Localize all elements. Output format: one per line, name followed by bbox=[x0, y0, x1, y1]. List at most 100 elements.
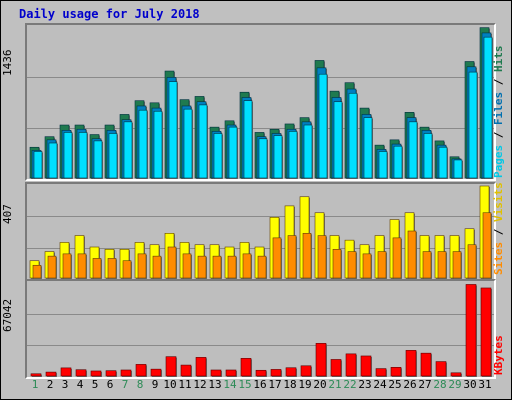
bar-pages-day-18 bbox=[288, 131, 298, 179]
legend-kbytes-label: KBytes bbox=[492, 335, 505, 375]
bar-kbytes-day-31 bbox=[480, 287, 492, 377]
bar-kbytes-day-28 bbox=[435, 361, 447, 377]
bar-sites-day-7 bbox=[122, 260, 132, 279]
legend-pages: Pages bbox=[492, 144, 505, 178]
bar-sites-day-13 bbox=[212, 255, 222, 279]
bar-pages-day-31 bbox=[483, 36, 493, 179]
x-tick-day-4: 4 bbox=[76, 378, 84, 391]
bar-pages-day-21 bbox=[333, 101, 343, 179]
hits-files-pages-plot bbox=[27, 27, 494, 179]
bar-kbytes-day-5 bbox=[90, 370, 102, 377]
bar-pages-day-14 bbox=[228, 126, 238, 179]
bar-pages-day-13 bbox=[213, 133, 223, 179]
x-tick-day-12: 12 bbox=[193, 378, 207, 391]
bar-kbytes-day-21 bbox=[330, 359, 342, 377]
bar-pages-day-27 bbox=[423, 133, 433, 179]
hits-files-pages-panel bbox=[25, 23, 496, 181]
bar-sites-day-15 bbox=[242, 253, 252, 279]
x-tick-day-30: 30 bbox=[463, 378, 477, 391]
bar-pages-day-23 bbox=[363, 117, 373, 179]
x-tick-day-1: 1 bbox=[31, 378, 39, 391]
bar-sites-day-23 bbox=[362, 253, 372, 279]
bar-sites-day-18 bbox=[287, 235, 297, 279]
bar-kbytes-day-24 bbox=[375, 368, 387, 377]
bar-sites-day-3 bbox=[62, 253, 72, 279]
bar-kbytes-day-23 bbox=[360, 355, 372, 377]
bar-sites-day-14 bbox=[227, 255, 237, 279]
x-tick-day-18: 18 bbox=[283, 378, 297, 391]
bar-pages-day-2 bbox=[48, 142, 58, 179]
bar-kbytes-day-1 bbox=[30, 373, 42, 377]
chart-title: Daily usage for July 2018 bbox=[19, 7, 200, 21]
bar-kbytes-day-9 bbox=[150, 368, 162, 377]
ymax-label-kbytes: 67042 bbox=[1, 298, 14, 332]
bar-kbytes-day-8 bbox=[135, 364, 147, 377]
bar-pages-day-15 bbox=[243, 100, 253, 179]
bar-pages-day-3 bbox=[63, 132, 73, 179]
bar-kbytes-day-27 bbox=[420, 352, 432, 377]
x-tick-day-5: 5 bbox=[91, 378, 99, 391]
bar-pages-day-29 bbox=[453, 159, 463, 179]
x-tick-day-6: 6 bbox=[106, 378, 114, 391]
x-tick-day-23: 23 bbox=[358, 378, 372, 391]
legend-sites-visits: Sites / Visits bbox=[492, 182, 505, 275]
bar-sites-day-1 bbox=[32, 264, 42, 279]
x-tick-day-27: 27 bbox=[418, 378, 432, 391]
x-tick-day-29: 29 bbox=[448, 378, 462, 391]
bar-kbytes-day-30 bbox=[465, 284, 477, 377]
bar-pages-day-10 bbox=[168, 81, 178, 179]
x-tick-day-10: 10 bbox=[163, 378, 177, 391]
bar-pages-day-1 bbox=[33, 151, 43, 179]
bar-pages-day-7 bbox=[123, 121, 133, 179]
bar-sites-day-24 bbox=[377, 251, 387, 279]
x-axis-day-labels: 1 2 3 4 5 6 7 8 9 10 11 12 13 14 15 16 17 18 19 20 21 22 23 24 2… bbox=[0, 378, 512, 398]
bar-sites-day-19 bbox=[302, 232, 312, 279]
bar-sites-day-21 bbox=[332, 248, 342, 279]
bar-kbytes-day-3 bbox=[60, 367, 72, 377]
bar-pages-day-25 bbox=[393, 145, 403, 179]
legend-hits: Hits bbox=[492, 45, 505, 73]
x-tick-day-15: 15 bbox=[238, 378, 252, 391]
bar-kbytes-day-12 bbox=[195, 357, 207, 377]
bar-kbytes-day-18 bbox=[285, 367, 297, 377]
x-tick-day-7: 7 bbox=[121, 378, 129, 391]
bar-kbytes-day-10 bbox=[165, 356, 177, 377]
bar-kbytes-day-7 bbox=[120, 369, 132, 377]
visits-sites-panel bbox=[25, 182, 496, 281]
bar-pages-day-20 bbox=[318, 73, 328, 179]
legend-visits: Visits bbox=[492, 182, 505, 222]
ymax-label-visits: 407 bbox=[1, 204, 14, 224]
x-tick-day-2: 2 bbox=[46, 378, 54, 391]
bar-kbytes-day-17 bbox=[270, 369, 282, 377]
bar-pages-day-11 bbox=[183, 108, 193, 179]
x-tick-day-20: 20 bbox=[313, 378, 327, 391]
bar-sites-day-20 bbox=[317, 235, 327, 279]
x-tick-day-16: 16 bbox=[253, 378, 267, 391]
bar-sites-day-27 bbox=[422, 251, 432, 279]
bar-kbytes-day-29 bbox=[450, 372, 462, 377]
bar-kbytes-day-14 bbox=[225, 369, 237, 377]
bar-kbytes-day-25 bbox=[390, 367, 402, 377]
bar-kbytes-day-11 bbox=[180, 364, 192, 377]
bar-sites-day-5 bbox=[92, 258, 102, 279]
ymax-label-hits: 1436 bbox=[1, 49, 14, 77]
bar-kbytes-day-16 bbox=[255, 369, 267, 377]
bar-sites-day-9 bbox=[152, 255, 162, 279]
x-tick-day-9: 9 bbox=[151, 378, 159, 391]
bar-kbytes-day-13 bbox=[210, 369, 222, 377]
x-tick-day-25: 25 bbox=[388, 378, 402, 391]
bar-sites-day-29 bbox=[452, 251, 462, 279]
bar-pages-day-9 bbox=[153, 110, 163, 179]
bar-sites-day-4 bbox=[77, 253, 87, 279]
visits-sites-plot bbox=[27, 185, 494, 279]
bar-sites-day-6 bbox=[107, 258, 117, 279]
legend-files: Files bbox=[492, 91, 505, 125]
x-tick-day-11: 11 bbox=[178, 378, 192, 391]
x-tick-day-21: 21 bbox=[328, 378, 342, 391]
bar-pages-day-12 bbox=[198, 104, 208, 179]
legend-sites: Sites bbox=[492, 241, 505, 275]
bar-kbytes-day-22 bbox=[345, 353, 357, 377]
bar-sites-day-26 bbox=[407, 230, 417, 279]
bar-pages-day-4 bbox=[78, 132, 88, 179]
bar-sites-day-10 bbox=[167, 246, 177, 279]
